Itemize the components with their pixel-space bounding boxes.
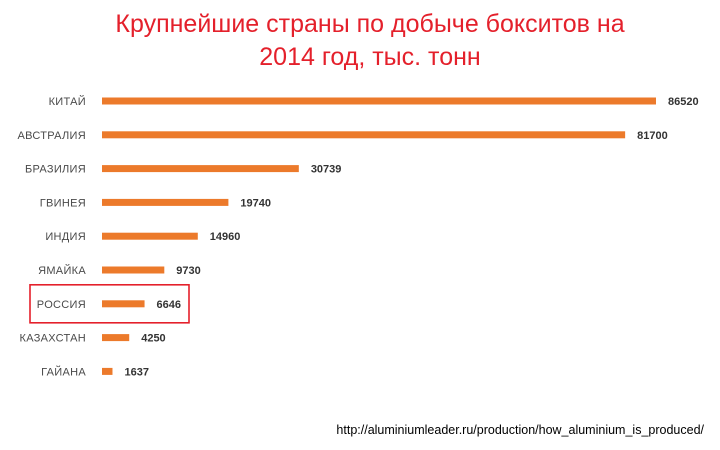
category-label: ЯМАЙКА bbox=[38, 264, 86, 277]
bar-7 bbox=[102, 334, 130, 342]
value-label: 19740 bbox=[240, 197, 271, 209]
value-label: 14960 bbox=[210, 231, 241, 243]
value-label: 1637 bbox=[124, 366, 148, 378]
chart-title: Крупнейшие страны по добыче бокситов на … bbox=[0, 8, 720, 74]
bar-2 bbox=[102, 165, 299, 173]
category-label: ИНДИЯ bbox=[45, 231, 86, 243]
value-label: 6646 bbox=[157, 299, 181, 311]
category-label: ГАЙАНА bbox=[41, 365, 86, 378]
chart-title-line-1: Крупнейшие страны по добыче бокситов на bbox=[115, 10, 625, 38]
category-label: БРАЗИЛИЯ bbox=[25, 164, 86, 176]
category-label: КАЗАХСТАН bbox=[20, 333, 87, 345]
source-url: http://aluminiumleader.ru/production/how… bbox=[336, 423, 704, 437]
bar-8 bbox=[102, 367, 113, 375]
bar-5 bbox=[102, 266, 165, 274]
chart-title-line-2: 2014 год, тыс. тонн bbox=[259, 43, 481, 71]
bar-0 bbox=[102, 97, 656, 105]
value-label: 4250 bbox=[141, 333, 165, 345]
value-label: 86520 bbox=[668, 96, 699, 108]
bar-3 bbox=[102, 198, 229, 206]
value-label: 81700 bbox=[637, 130, 668, 142]
bar-6 bbox=[102, 300, 145, 308]
value-label: 30739 bbox=[311, 164, 342, 176]
category-label: РОССИЯ bbox=[37, 299, 86, 311]
bar-4 bbox=[102, 232, 198, 240]
category-label: ГВИНЕЯ bbox=[40, 197, 86, 209]
value-label: 9730 bbox=[176, 265, 200, 277]
bar-1 bbox=[102, 131, 626, 139]
category-label: КИТАЙ bbox=[49, 95, 86, 108]
highlight-box bbox=[29, 283, 190, 324]
category-label: АВСТРАЛИЯ bbox=[17, 130, 86, 142]
